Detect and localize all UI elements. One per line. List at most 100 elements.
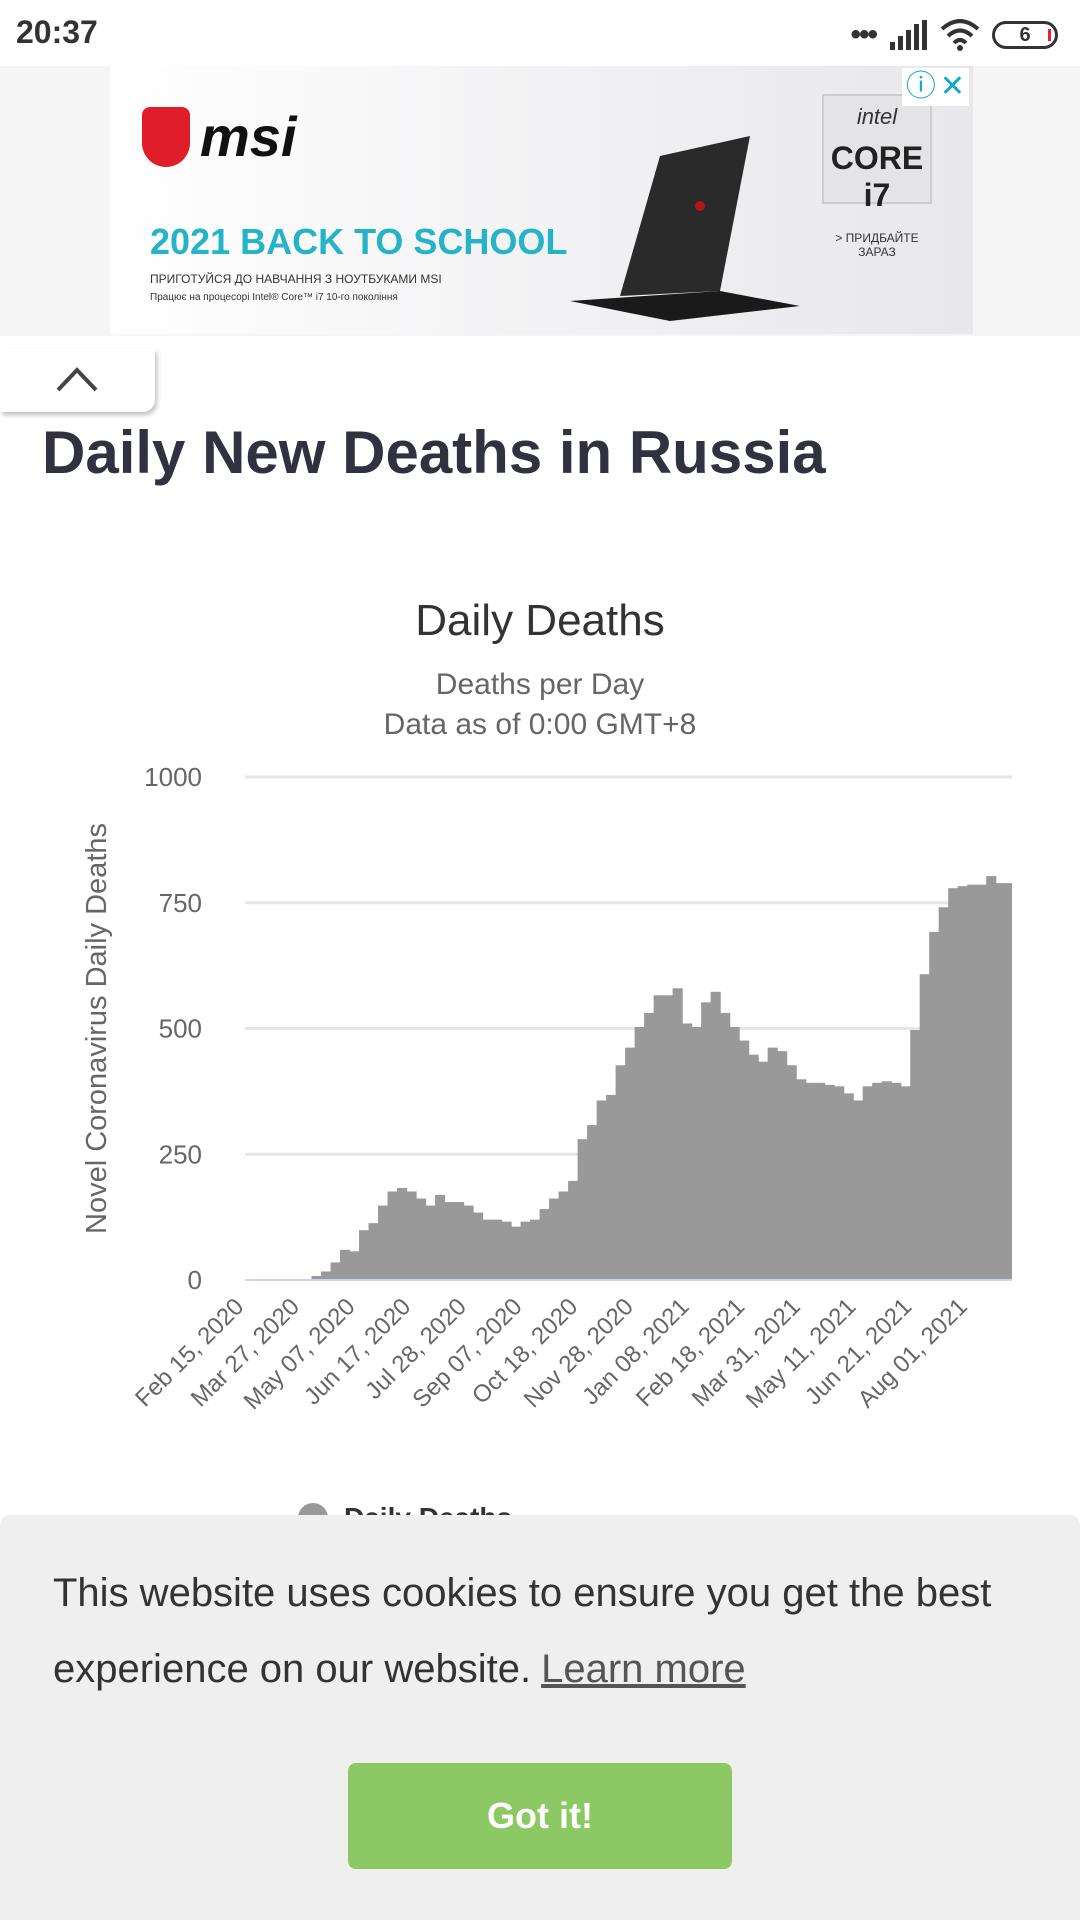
bar <box>663 995 674 1280</box>
bar <box>416 1198 427 1280</box>
y-axis-title: Novel Coronavirus Daily Deaths <box>81 823 113 1234</box>
bar <box>843 1093 854 1280</box>
bar <box>359 1230 370 1280</box>
bar <box>976 884 987 1280</box>
bar <box>587 1125 598 1280</box>
y-tick-label: 250 <box>159 1139 202 1169</box>
bar <box>444 1202 455 1280</box>
chart-subtitle: Deaths per Day <box>435 668 645 701</box>
cookie-message: This website uses cookies to ensure you … <box>53 1555 1033 1707</box>
bar <box>710 991 721 1280</box>
page-title: Daily New Deaths in Russia <box>42 419 826 486</box>
status-icons: ••• 6 <box>850 18 1058 52</box>
bar <box>1005 883 1012 1280</box>
msi-logo: msi <box>142 104 297 169</box>
collapse-ad-button[interactable] <box>0 349 155 412</box>
bar <box>995 883 1006 1280</box>
ad-line1: ПРИГОТУЙСЯ ДО НАВЧАННЯ З НОУТБУКАМИ MSI <box>150 272 442 286</box>
bar <box>815 1082 826 1280</box>
battery-icon: 6 <box>992 21 1058 49</box>
bar <box>796 1079 807 1280</box>
bar <box>853 1100 864 1280</box>
bar <box>473 1212 484 1280</box>
bar <box>767 1047 778 1280</box>
bar <box>330 1262 341 1280</box>
cookie-banner: This website uses cookies to ensure you … <box>0 1515 1080 1920</box>
bar <box>425 1205 436 1280</box>
ad-banner[interactable]: msi 2021 BACK TO SCHOOL ПРИГОТУЙСЯ ДО НА… <box>110 66 973 334</box>
bar <box>862 1086 873 1280</box>
intel-logo: intel <box>856 104 898 129</box>
bar <box>558 1191 569 1280</box>
bar <box>387 1191 398 1280</box>
intel-badge: intel CORE i7 <box>822 94 932 213</box>
bar <box>321 1271 332 1280</box>
bar <box>672 988 683 1280</box>
bar <box>824 1084 835 1280</box>
bar <box>549 1198 560 1280</box>
laptop-image <box>570 136 800 321</box>
bar <box>606 1094 617 1280</box>
bar <box>777 1051 788 1280</box>
bar <box>910 1030 921 1280</box>
signal-icon <box>890 20 927 50</box>
chart-title: Daily Deaths <box>415 596 665 645</box>
bar <box>872 1082 883 1280</box>
wifi-icon <box>940 19 980 51</box>
bar <box>625 1047 636 1280</box>
ad-banner-container: msi 2021 BACK TO SCHOOL ПРИГОТУЙСЯ ДО НА… <box>0 66 1080 336</box>
bar <box>701 1002 712 1280</box>
battery-level: 6 <box>1019 24 1031 46</box>
got-it-button[interactable]: Got it! <box>348 1763 732 1869</box>
ad-cta[interactable]: > ПРИДБАЙТЕ ЗАРАЗ <box>835 231 919 259</box>
bar <box>596 1100 607 1280</box>
bar <box>805 1082 816 1280</box>
bar <box>900 1086 911 1280</box>
status-bar: 20:37 ••• 6 <box>0 0 1080 66</box>
bar <box>463 1205 474 1280</box>
bar <box>786 1065 797 1280</box>
bar <box>511 1226 522 1280</box>
bar <box>397 1187 408 1280</box>
bar <box>967 884 978 1280</box>
close-icon[interactable]: ✕ <box>939 70 965 103</box>
bar <box>881 1081 892 1280</box>
bar <box>691 1026 702 1280</box>
bar <box>577 1139 588 1280</box>
clock: 20:37 <box>16 14 98 50</box>
more-dots-icon: ••• <box>850 18 877 51</box>
bar <box>682 1023 693 1280</box>
bar <box>501 1221 512 1280</box>
bar <box>454 1202 465 1280</box>
bar <box>340 1249 351 1280</box>
info-icon[interactable]: ⓘ <box>905 70 936 103</box>
bar <box>349 1251 360 1280</box>
bar <box>891 1082 902 1280</box>
bar <box>568 1180 579 1280</box>
bar <box>634 1026 645 1280</box>
y-tick-label: 1000 <box>144 762 202 792</box>
intel-chip: CORE i7 <box>830 140 924 213</box>
ad-line2: Працює на процесорі Intel® Core™ i7 10-г… <box>150 292 398 303</box>
y-tick-label: 500 <box>159 1014 202 1044</box>
y-tick-label: 750 <box>159 888 202 918</box>
bar <box>729 1026 740 1280</box>
bar <box>378 1205 389 1280</box>
bar <box>435 1194 446 1280</box>
cookie-text: This website uses cookies to ensure you … <box>53 1571 992 1691</box>
bar <box>948 888 959 1280</box>
learn-more-link[interactable]: Learn more <box>541 1647 746 1691</box>
bar <box>492 1219 503 1280</box>
ad-headline: 2021 BACK TO SCHOOL <box>150 221 568 262</box>
bar <box>482 1219 493 1280</box>
bar <box>615 1065 626 1280</box>
ad-controls: ⓘ ✕ <box>901 68 969 106</box>
bar <box>919 974 930 1280</box>
y-tick-label: 0 <box>188 1265 202 1295</box>
bar <box>938 907 949 1280</box>
bar <box>748 1054 759 1280</box>
chevron-up-icon <box>56 367 98 392</box>
bar <box>539 1209 550 1280</box>
bar <box>986 876 997 1280</box>
